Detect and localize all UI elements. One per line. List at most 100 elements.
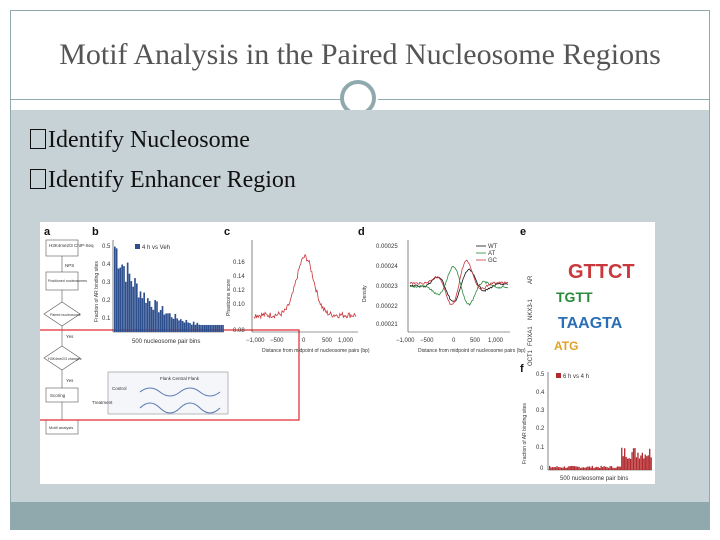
- histogram-bar: [214, 324, 217, 332]
- histogram-bar: [579, 468, 582, 470]
- title-rule-left: [11, 99, 342, 100]
- histogram-bar: [559, 467, 561, 470]
- c-ytick: 0.16: [233, 260, 245, 266]
- histogram-bar: [209, 324, 211, 332]
- histogram-bar: [593, 468, 595, 470]
- c-xtick: −500: [270, 338, 284, 344]
- histogram-bar: [610, 466, 613, 470]
- panel-label-b: b: [92, 226, 99, 238]
- d-ytick: 0.00022: [376, 304, 398, 310]
- panel-label-e: e: [520, 226, 526, 238]
- panel-label-c: c: [224, 226, 230, 238]
- histogram-bar: [588, 466, 591, 470]
- figure-svg: a b c d e f H3K4me2/3 ChIP-Seq NPS Posit…: [40, 226, 652, 482]
- histogram-bar: [134, 278, 136, 332]
- c-xtick: 500: [322, 338, 333, 344]
- f-ytick: 0.2: [536, 426, 545, 432]
- panel-e-motif-logos: AR NKX3-1 FOXA1 OCT1 GTTCT TGTT TAAGTA A…: [528, 261, 635, 366]
- histogram-bar: [192, 321, 195, 332]
- histogram-bar: [572, 465, 574, 470]
- histogram-bar: [117, 268, 120, 332]
- histogram-bar: [569, 466, 571, 470]
- histogram-bar: [167, 313, 169, 332]
- histogram-bar: [211, 324, 213, 332]
- slide-title: Motif Analysis in the Paired Nucleosome …: [59, 38, 661, 71]
- panel-a-flowchart: H3K4me2/3 ChIP-Seq NPS Positioned nucleo…: [43, 239, 94, 435]
- flow-text-nps: NPS: [65, 263, 74, 268]
- panel-a-inset: Flank Central Flank Control Treatment: [92, 371, 229, 415]
- histogram-bar: [637, 452, 639, 470]
- e-label: AR: [528, 275, 534, 284]
- histogram-bar: [601, 467, 604, 470]
- histogram-bar: [126, 262, 129, 332]
- histogram-bar: [622, 456, 624, 470]
- histogram-bar: [640, 455, 642, 470]
- histogram-bar: [148, 301, 151, 332]
- histogram-bar: [216, 324, 219, 332]
- inset-row-control: Control: [112, 386, 127, 391]
- histogram-bar: [562, 467, 564, 470]
- histogram-bar: [150, 306, 153, 332]
- histogram-bar: [551, 467, 554, 470]
- f-ytick: 0.1: [536, 445, 545, 451]
- b-legend: 4 h vs Veh: [142, 245, 170, 251]
- histogram-bar: [222, 324, 224, 332]
- b-ytick: 0.2: [102, 298, 111, 304]
- bullet-text: Identify Enhancer Region: [48, 167, 296, 193]
- d-xtick: 1,000: [488, 338, 504, 344]
- flow-text-yes-1: Yes: [66, 334, 74, 339]
- histogram-bar: [189, 323, 191, 332]
- histogram-bar: [634, 448, 636, 470]
- histogram-bar: [180, 319, 182, 332]
- histogram-bar: [632, 448, 635, 470]
- histogram-bar: [196, 322, 199, 332]
- slide-frame: [10, 10, 710, 530]
- histogram-bar: [565, 467, 567, 470]
- c-ytick: 0.10: [233, 302, 245, 308]
- histogram-bar: [205, 324, 208, 332]
- histogram-bar: [119, 267, 122, 332]
- panel-label-d: d: [358, 226, 365, 238]
- c-ytick: 0.08: [233, 328, 245, 334]
- histogram-bar: [606, 467, 608, 470]
- f-legend: 6 h vs 4 h: [563, 374, 589, 380]
- histogram-bar: [207, 324, 210, 332]
- histogram-bar: [649, 448, 651, 470]
- d-xtick: −500: [420, 338, 434, 344]
- histogram-bar: [635, 457, 638, 470]
- histogram-bar: [554, 467, 557, 470]
- research-figure: a b c d e f H3K4me2/3 ChIP-Seq NPS Posit…: [40, 222, 655, 484]
- histogram-bar: [174, 313, 177, 332]
- histogram-bar: [604, 466, 607, 470]
- bullet-text: Identify Nucleosome: [48, 127, 250, 153]
- histogram-bar: [576, 466, 579, 470]
- histogram-bar: [178, 320, 180, 332]
- histogram-bar: [578, 466, 580, 470]
- histogram-bar: [550, 467, 552, 470]
- histogram-bar: [650, 457, 652, 470]
- panel-c-line: 0.16 0.14 0.12 0.10 0.08 −1,000 −500 0 5…: [226, 240, 370, 354]
- histogram-bar: [136, 283, 138, 332]
- inset-row-treatment: Treatment: [92, 400, 113, 405]
- histogram-bar: [638, 458, 641, 470]
- histogram-bar: [147, 298, 149, 332]
- histogram-bar: [198, 324, 200, 332]
- histogram-bar: [619, 466, 621, 470]
- histogram-bar: [624, 448, 626, 470]
- histogram-bar: [563, 466, 566, 470]
- c-xlabel: Distance from midpoint of nucleosome pai…: [262, 348, 370, 354]
- histogram-bar: [587, 466, 589, 470]
- d-legend-at: AT: [488, 251, 496, 257]
- histogram-bar: [183, 322, 186, 332]
- histogram-bar: [202, 324, 204, 332]
- histogram-bar: [566, 467, 568, 470]
- histogram-bar: [641, 452, 644, 470]
- histogram-bar: [154, 300, 156, 332]
- panel-f-histogram: 0.5 0.4 0.3 0.2 0.1 0 6 h vs 4 h 500 nuc…: [522, 372, 652, 482]
- histogram-bar: [574, 466, 576, 470]
- e-logo-nkx: TGTT: [556, 289, 593, 305]
- histogram-bar: [156, 301, 158, 332]
- d-ytick: 0.00024: [376, 264, 398, 270]
- title-rule-right: [378, 99, 709, 100]
- histogram-bar: [172, 318, 175, 332]
